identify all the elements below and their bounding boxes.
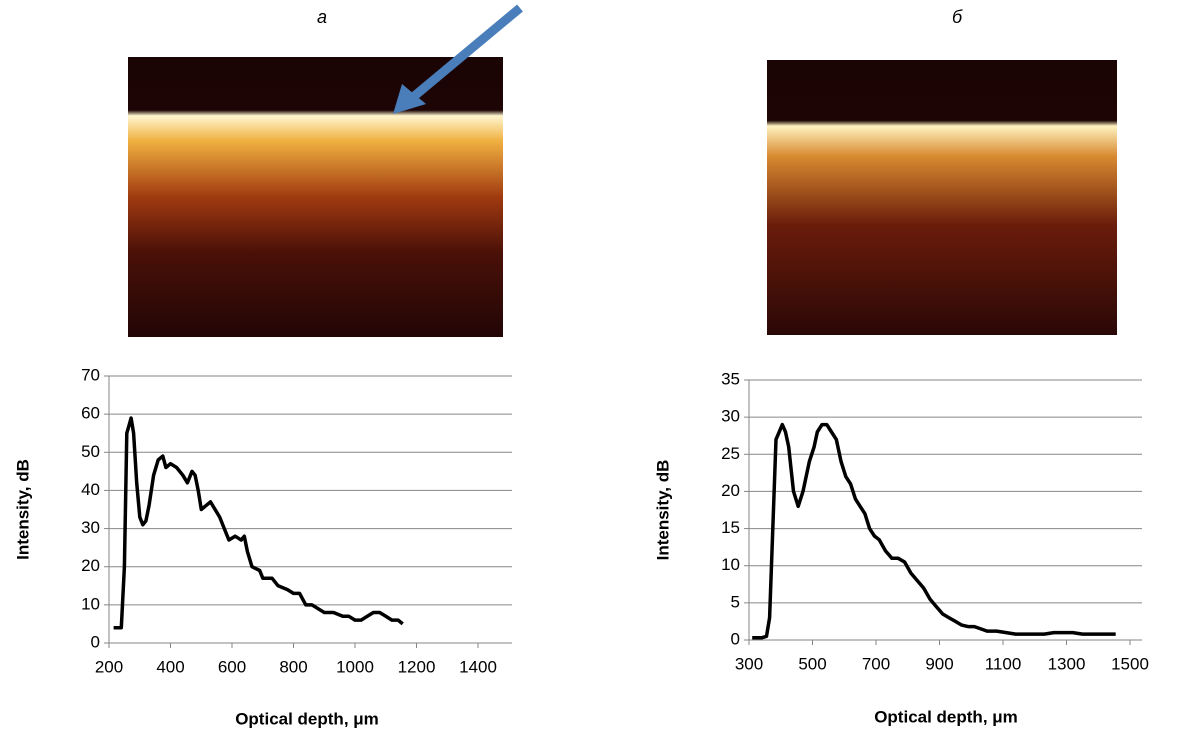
x-axis-label: Optical depth, μm (235, 709, 379, 728)
y-tick-label: 50 (81, 442, 100, 461)
data-line (752, 422, 1116, 640)
x-tick-label: 1100 (985, 654, 1022, 673)
x-tick-label: 500 (798, 654, 826, 673)
y-tick-label: 30 (81, 518, 100, 537)
y-tick-label: 15 (721, 518, 740, 537)
x-tick-label: 1400 (459, 657, 497, 676)
arrow (393, 4, 523, 114)
x-tick-label: 1500 (1111, 654, 1149, 673)
y-tick-label: 70 (81, 365, 100, 384)
oct-image (128, 57, 503, 337)
y-tick-label: 0 (731, 629, 740, 648)
x-tick-label: 800 (279, 657, 307, 676)
y-tick-label: 30 (721, 407, 740, 426)
x-tick-label: 1000 (336, 657, 374, 676)
y-tick-label: 40 (81, 480, 100, 499)
y-tick-label: 5 (731, 592, 740, 611)
panel-label: а (317, 7, 327, 27)
x-tick-label: 600 (218, 657, 246, 676)
data-line (113, 416, 404, 630)
y-tick-label: 35 (721, 369, 740, 388)
x-tick-label: 200 (95, 657, 123, 676)
y-tick-label: 20 (81, 556, 100, 575)
y-axis-label: Intensity, dB (13, 459, 32, 560)
y-tick-label: 0 (91, 632, 100, 651)
y-tick-label: 25 (721, 444, 740, 463)
x-tick-label: 1200 (398, 657, 436, 676)
y-tick-label: 10 (81, 594, 100, 613)
oct-image (767, 60, 1117, 335)
x-tick-label: 300 (735, 654, 763, 673)
x-tick-label: 900 (925, 654, 953, 673)
y-tick-label: 60 (81, 404, 100, 423)
y-tick-label: 10 (721, 555, 740, 574)
y-tick-label: 20 (721, 481, 740, 500)
x-tick-label: 1300 (1048, 654, 1086, 673)
y-axis-label: Intensity, dB (653, 460, 672, 561)
x-tick-label: 400 (156, 657, 184, 676)
panel-label: б (952, 7, 963, 27)
x-axis-label: Optical depth, μm (874, 707, 1018, 726)
x-tick-label: 700 (862, 654, 890, 673)
